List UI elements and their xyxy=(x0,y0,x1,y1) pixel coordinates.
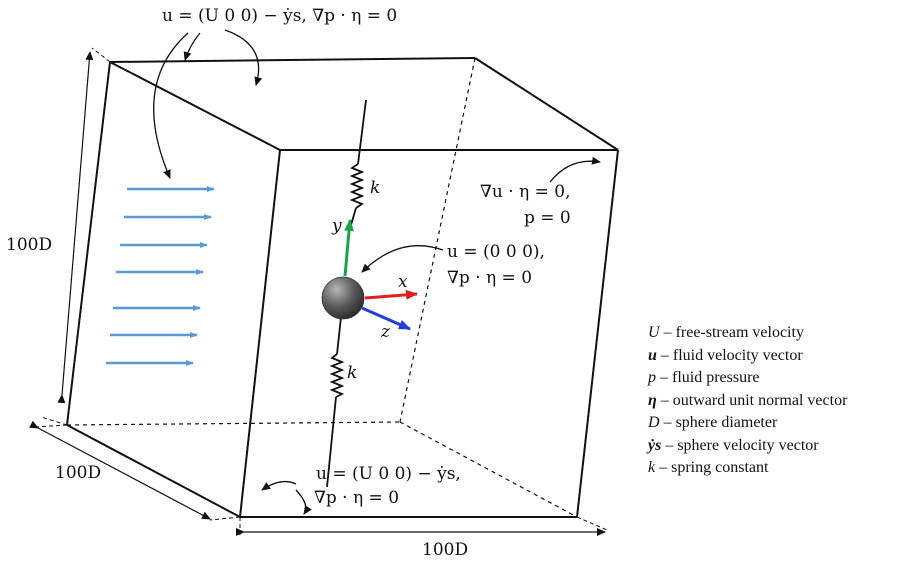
bottom-bc-line-2: ∇p · η = 0 xyxy=(314,488,400,508)
lower-spring-label: k xyxy=(347,363,358,383)
bottom-bc-pointer xyxy=(261,480,297,491)
width-dimension-label: 100D xyxy=(422,540,469,560)
depth-dimension-line xyxy=(29,420,211,520)
top-boundary-condition: u = (U 0 0) − ẏs, ∇p · η = 0 xyxy=(162,6,398,26)
top-bc-pointer xyxy=(183,32,201,61)
z-axis-arrow xyxy=(361,306,411,331)
legend: U – free-stream velocity u – fluid veloc… xyxy=(648,322,847,480)
height-dimension-line xyxy=(57,51,94,404)
height-dimension-label: 100D xyxy=(6,235,53,255)
depth-dimension-label: 100D xyxy=(55,463,102,483)
legend-item: D – sphere diameter xyxy=(648,414,778,431)
top-back-edge xyxy=(109,57,476,63)
top-right-edge xyxy=(474,57,619,151)
x-axis-arrow xyxy=(364,289,418,300)
legend-item: η – outward unit normal vector xyxy=(648,391,848,409)
sphere xyxy=(321,276,365,320)
lower-spring xyxy=(326,316,345,488)
inlet-flow-arrows xyxy=(106,186,215,366)
dimension-lines xyxy=(29,51,606,536)
upper-spring xyxy=(349,99,367,226)
top-bc-pointer xyxy=(153,32,189,179)
x-axis-label: x xyxy=(398,272,408,292)
y-axis-arrow xyxy=(343,219,355,277)
front-vertical-edge xyxy=(239,149,281,518)
legend-item: u – fluid velocity vector xyxy=(648,346,803,364)
legend-item: ẏs – sphere velocity vector xyxy=(648,436,819,454)
back-bottom-right-edge xyxy=(399,421,578,518)
legend-item: k – spring constant xyxy=(648,459,769,476)
z-axis-label: z xyxy=(381,322,390,342)
left-front-vertical-edge xyxy=(66,61,111,426)
upper-spring-label: k xyxy=(370,178,381,198)
outlet-bc-line-2: p = 0 xyxy=(524,208,571,228)
back-vertical-edge xyxy=(399,57,476,423)
bottom-bc-pointer xyxy=(295,489,312,515)
top-bc-pointer xyxy=(224,29,263,86)
back-bottom-left-edge xyxy=(66,421,401,426)
outlet-bc-line-1: ∇u · η = 0, xyxy=(480,182,571,202)
hidden-edges xyxy=(66,57,578,518)
legend-item: p – fluid pressure xyxy=(648,369,760,386)
bottom-bc-line-1: u = (U 0 0) − ẏs, xyxy=(316,464,461,484)
pointer-arrows xyxy=(153,29,601,515)
sphere-bc-pointer xyxy=(361,245,444,273)
outlet-bc-pointer xyxy=(549,156,601,183)
top-left-edge xyxy=(109,61,281,151)
right-vertical-edge xyxy=(576,149,619,518)
sphere-bc-line-2: ∇p · η = 0 xyxy=(447,268,533,288)
y-axis-label: y xyxy=(332,216,342,236)
legend-item: U – free-stream velocity xyxy=(648,324,804,341)
sphere-bc-line-1: u = (0 0 0), xyxy=(447,242,545,262)
